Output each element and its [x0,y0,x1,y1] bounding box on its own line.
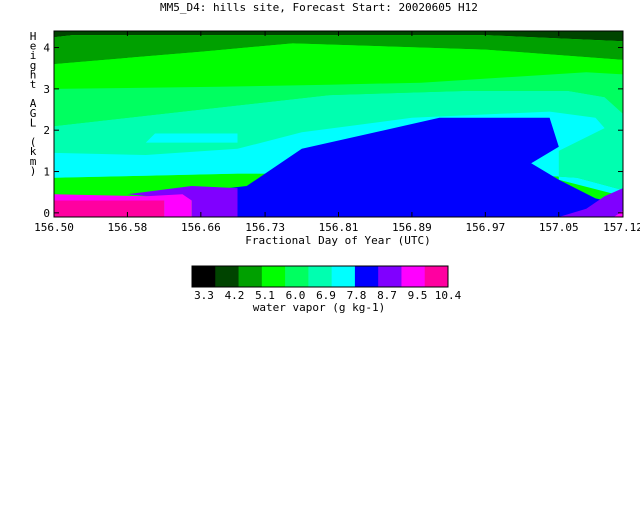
colorbar-swatch-10 [424,266,449,287]
heatmap-plot-area [53,30,624,218]
x-tick-label: 156.50 [34,221,74,234]
y-tick-label: 4 [43,42,50,55]
x-tick-label: 156.89 [392,221,432,234]
colorbar-swatch-8 [378,266,402,287]
contour-region-10 [54,194,192,217]
chart-title: MM5_D4: hills site, Forecast Start: 2002… [160,1,478,14]
y-tick-label: 0 [43,207,50,220]
colorbar-tick-label: 10.4 [435,289,462,302]
x-tick-label: 157.12 [603,221,640,234]
y-tick-label: 1 [43,166,50,179]
x-tick-label: 157.05 [539,221,579,234]
colorbar-tick-label: 5.1 [255,289,275,302]
x-tick-label: 156.97 [465,221,505,234]
contour-region-7 [191,117,623,217]
colorbar-label: water vapor (g kg-1) [253,301,385,314]
colorbar-swatch-9 [401,266,426,287]
colorbar-tick-label: 4.2 [225,289,245,302]
y-axis: 0 1 2 3 4 [43,42,623,220]
colorbar-tick-label: 6.0 [286,289,306,302]
colorbar-swatch-7 [354,266,379,287]
colorbar-swatch-4 [285,266,309,287]
contour-region-12 [54,200,165,217]
contour-region-9 [558,188,623,217]
contour-region-6 [145,133,238,143]
x-axis: 156.50 156.58 156.66 156.73 156.81 156.89 156.… [34,31,640,234]
x-tick-label: 156.66 [181,221,221,234]
contour-region-3 [54,72,623,127]
contour-region-1 [54,35,623,65]
colorbar-swatch-3 [261,266,286,287]
colorbar-tick-label: 8.7 [377,289,397,302]
colorbar-swatch-0 [192,266,216,287]
colorbar-swatch-6 [331,266,356,287]
x-tick-label: 156.58 [108,221,148,234]
contour-region-8 [127,186,238,217]
colorbar-swatch-2 [238,266,263,287]
x-tick-label: 156.73 [245,221,285,234]
colorbar: 3.3 4.2 5.1 6.0 6.9 7.8 8.7 9.5 10.4 [191,265,462,302]
colorbar-swatch-1 [215,266,240,287]
colorbar-tick-label: 3.3 [194,289,214,302]
heatmap-regions [54,31,623,217]
contour-region-0 [54,31,623,42]
colorbar-tick-label: 7.8 [347,289,367,302]
contour-region-11 [613,210,623,217]
x-tick-label: 156.81 [319,221,359,234]
colorbar-swatch-5 [308,266,333,287]
x-axis-label: Fractional Day of Year (UTC) [245,234,430,247]
colorbar-tick-label: 6.9 [316,289,336,302]
y-tick-label: 3 [43,83,50,96]
y-tick-label: 2 [43,124,50,137]
colorbar-tick-label: 9.5 [408,289,428,302]
contour-region-2 [54,43,623,89]
colorbar-frame [191,265,449,288]
